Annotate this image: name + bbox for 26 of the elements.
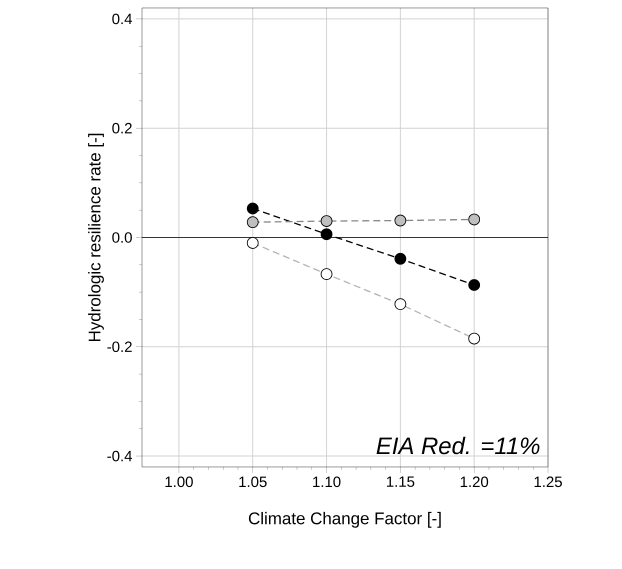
point <box>320 268 332 280</box>
y-axis-title: Hydrologic resilience rate [-] <box>88 134 104 342</box>
x-tick-label: 1.10 <box>313 476 340 488</box>
y-tick-label: 0.0 <box>112 232 132 243</box>
point <box>394 252 406 265</box>
point <box>468 214 480 226</box>
point <box>320 228 332 240</box>
point <box>320 215 332 227</box>
y-tick-label: 0.4 <box>112 14 132 24</box>
point <box>246 202 259 214</box>
y-tick-label: -0.4 <box>107 450 132 462</box>
x-axis-title: Climate Change Factor [-] <box>248 512 441 528</box>
x-tick-label: 1.00 <box>166 476 193 488</box>
point <box>246 216 259 228</box>
y-tick-label: 0.2 <box>112 122 132 134</box>
point <box>394 298 406 310</box>
x-tick-label: 1.15 <box>386 476 414 487</box>
point <box>394 214 406 226</box>
x-tick-label: 1.25 <box>534 476 562 488</box>
x-tick-label: 1.05 <box>239 476 267 488</box>
y-tick-label: -0.2 <box>107 341 132 352</box>
x-tick-label: 1.20 <box>460 476 488 488</box>
point <box>468 332 480 344</box>
point <box>246 237 259 249</box>
annotation: EIA Red. =11% <box>376 436 540 454</box>
point <box>468 279 480 291</box>
